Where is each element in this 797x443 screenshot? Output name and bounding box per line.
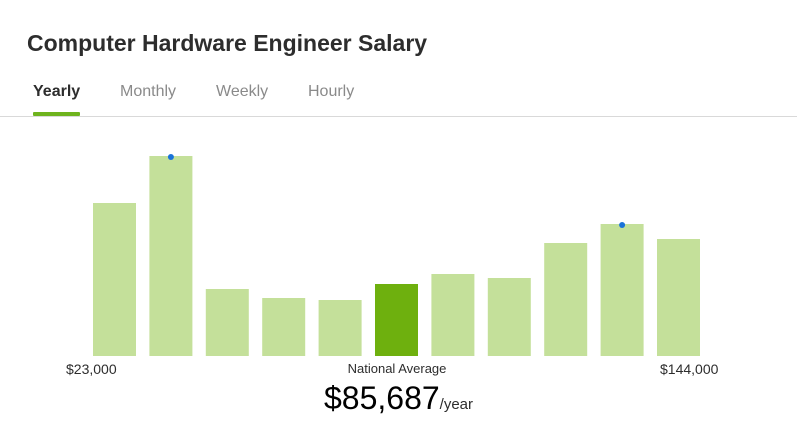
salary-bar[interactable]: [318, 300, 362, 356]
bar-national-average[interactable]: [375, 284, 418, 356]
salary-bar[interactable]: [205, 289, 249, 356]
salary-bar[interactable]: [487, 278, 531, 356]
tab-hourly[interactable]: Hourly: [308, 83, 355, 100]
salary-bar[interactable]: [544, 243, 588, 356]
min-salary-label: $23,000: [66, 361, 117, 377]
period-tabs: Yearly Monthly Weekly Hourly: [0, 78, 797, 117]
salary-bar[interactable]: [149, 156, 193, 356]
national-average-caption: National Average: [347, 361, 447, 376]
tab-weekly[interactable]: Weekly: [216, 83, 269, 100]
salary-bar[interactable]: [600, 224, 644, 356]
average-salary-unit: /year: [439, 396, 474, 413]
salary-bar[interactable]: [262, 298, 306, 356]
max-salary-label: $144,000: [660, 361, 719, 377]
tab-monthly[interactable]: Monthly: [120, 83, 177, 100]
salary-distribution-chart: [93, 154, 700, 356]
average-salary: $85,687/year: [200, 380, 597, 417]
salary-bar[interactable]: [93, 203, 136, 356]
salary-bar[interactable]: [657, 239, 700, 356]
average-salary-value: $85,687: [323, 380, 440, 416]
active-tab-indicator: [33, 112, 80, 116]
page-title: Computer Hardware Engineer Salary: [27, 30, 428, 56]
tab-yearly[interactable]: Yearly: [33, 83, 81, 100]
bar-marker-dot: [619, 222, 626, 228]
bar-marker-dot: [167, 154, 174, 160]
salary-bar[interactable]: [431, 274, 475, 356]
